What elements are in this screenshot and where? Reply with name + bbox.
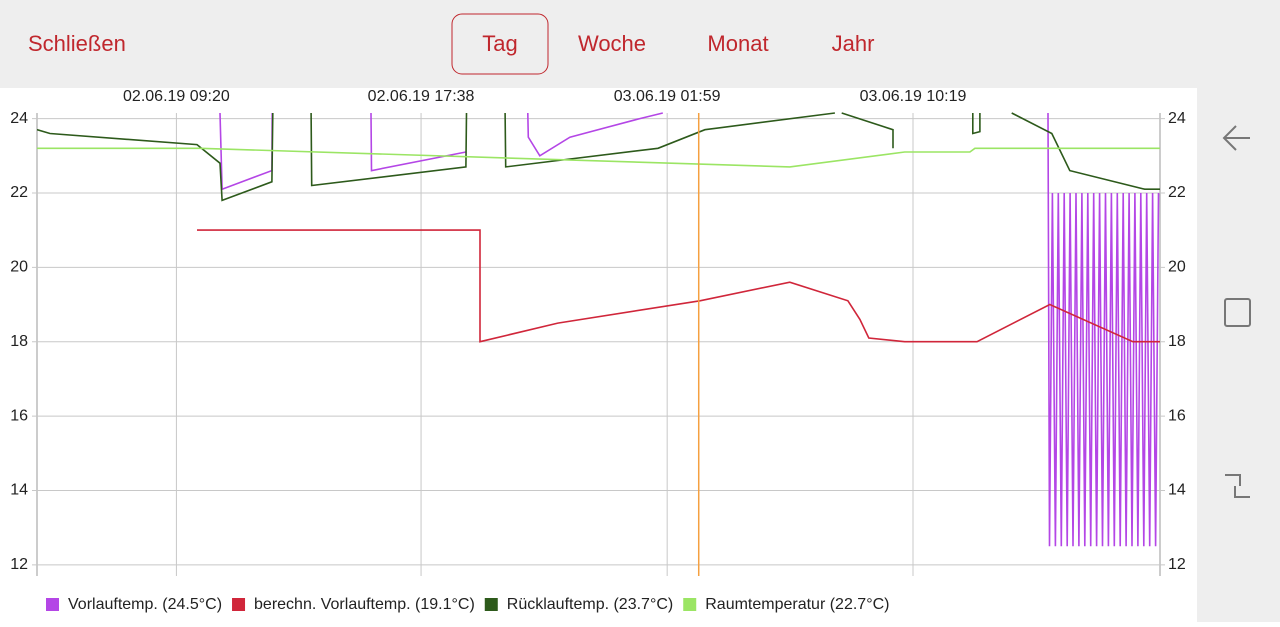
tab[interactable]: Jahr	[832, 31, 875, 56]
y2-tick-label: 16	[1168, 407, 1186, 424]
x-tick-label: 02.06.19 17:38	[368, 88, 475, 105]
selected-tab-border	[451, 13, 549, 75]
y2-tick-label: 24	[1168, 110, 1186, 127]
series-line	[219, 112, 1160, 547]
y2-tick-label: 14	[1168, 482, 1186, 499]
y-tick-label: 14	[10, 482, 28, 499]
tab[interactable]: Woche	[578, 31, 646, 56]
x-tick-label: 03.06.19 01:59	[614, 88, 721, 105]
x-tick-label: 03.06.19 10:19	[860, 88, 967, 105]
y-tick-label: 18	[10, 333, 28, 350]
legend-label: Rücklauftemp. (23.7°C)	[507, 596, 673, 613]
nav-bar	[1197, 0, 1280, 622]
y-tick-label: 20	[10, 259, 28, 276]
tab[interactable]: Monat	[707, 31, 768, 56]
y2-tick-label: 12	[1168, 556, 1186, 573]
y-tick-label: 16	[10, 407, 28, 424]
y2-tick-label: 22	[1168, 184, 1186, 201]
y2-tick-label: 18	[1168, 333, 1186, 350]
legend-swatch	[484, 598, 498, 611]
y-tick-label: 24	[10, 110, 28, 127]
y-tick-label: 12	[10, 556, 28, 573]
y-tick-label: 22	[10, 184, 28, 201]
legend-swatch	[683, 598, 697, 611]
plot	[37, 112, 1160, 547]
legend-label: Raumtemperatur (22.7°C)	[705, 596, 889, 613]
legend-label: Vorlauftemp. (24.5°C)	[68, 596, 222, 613]
series-line	[197, 229, 1160, 343]
close-button[interactable]: Schließen	[28, 31, 126, 56]
back-icon[interactable]	[1222, 125, 1250, 151]
x-tick-label: 02.06.19 09:20	[123, 88, 230, 105]
nav-icons	[1222, 125, 1251, 498]
series-line	[37, 147, 1160, 168]
legend-label: berechn. Vorlauftemp. (19.1°C)	[254, 596, 475, 613]
recents-icon[interactable]	[1225, 474, 1250, 498]
y2-tick-label: 20	[1168, 259, 1186, 276]
top-bar	[0, 0, 1197, 88]
legend-swatch	[46, 598, 59, 611]
home-icon[interactable]	[1224, 298, 1251, 327]
legend-swatch	[232, 598, 246, 611]
series-line	[37, 112, 1160, 202]
tab[interactable]: Tag	[482, 31, 517, 56]
